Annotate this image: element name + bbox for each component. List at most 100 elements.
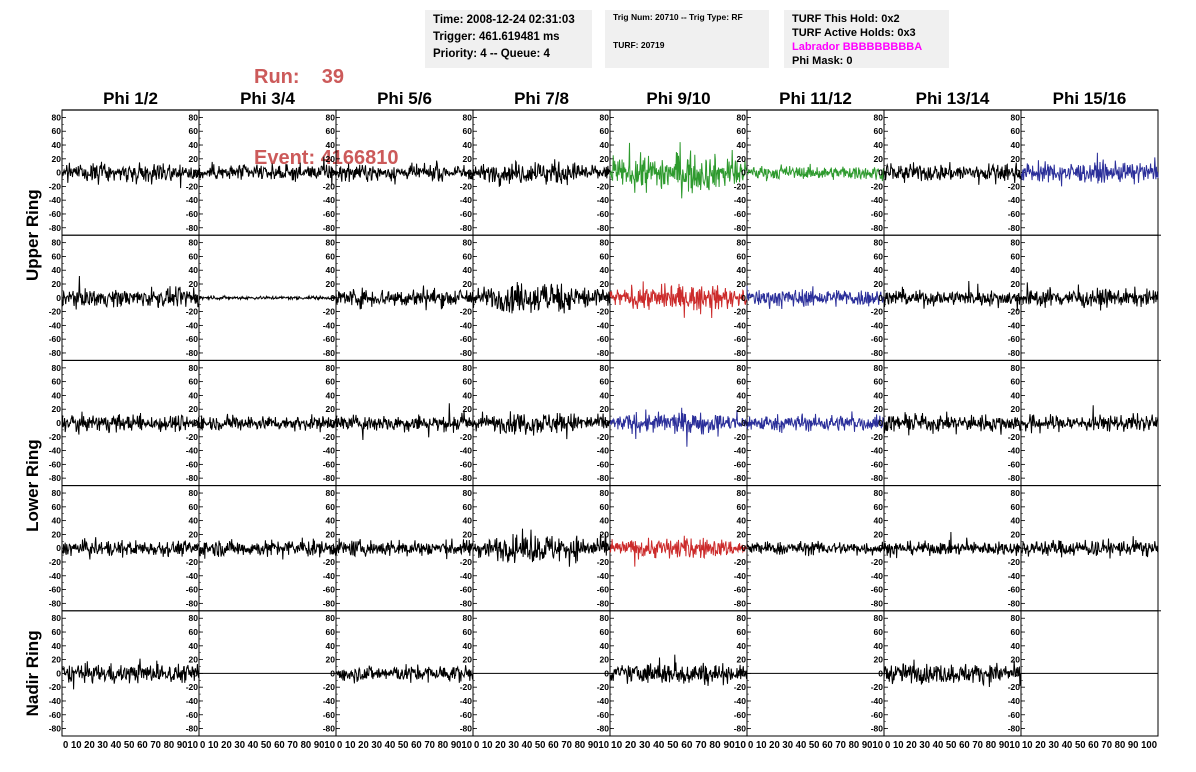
y-tick-label: 80 xyxy=(874,488,884,498)
y-tick-label: -80 xyxy=(460,348,473,358)
trig-num-text: Trig Num: 20710 -- Trig Type: RF xyxy=(613,12,743,22)
y-tick-label: 80 xyxy=(52,363,62,373)
y-tick-label: 20 xyxy=(463,279,473,289)
y-tick-label: 20 xyxy=(189,404,199,414)
y-tick-label: 0 xyxy=(878,668,883,678)
y-tick-label: -80 xyxy=(323,473,336,483)
y-tick-label: -60 xyxy=(734,334,747,344)
y-tick-label: -80 xyxy=(460,473,473,483)
y-tick-label: 40 xyxy=(463,641,473,651)
y-tick-label: -40 xyxy=(323,446,336,456)
y-tick-label: -80 xyxy=(323,223,336,233)
y-tick-label: -80 xyxy=(597,348,610,358)
y-tick-label: -80 xyxy=(871,724,884,734)
y-tick-label: -20 xyxy=(597,181,610,191)
y-tick-label: 20 xyxy=(326,154,336,164)
y-tick-label: -60 xyxy=(871,459,884,469)
y-tick-label: 20 xyxy=(463,404,473,414)
y-tick-label: 40 xyxy=(1011,390,1021,400)
waveform-trace xyxy=(1020,405,1159,434)
y-tick-label: -40 xyxy=(734,571,747,581)
y-tick-label: 20 xyxy=(737,279,747,289)
y-tick-label: -40 xyxy=(186,320,199,330)
y-tick-label: -60 xyxy=(597,585,610,595)
y-tick-label: 0 xyxy=(741,293,746,303)
y-tick-label: 40 xyxy=(600,516,610,526)
y-tick-label: 20 xyxy=(600,529,610,539)
waveform-trace xyxy=(198,156,337,186)
y-tick-label: 80 xyxy=(463,363,473,373)
y-tick-label: -20 xyxy=(323,307,336,317)
y-tick-label: -20 xyxy=(460,432,473,442)
y-tick-label: 60 xyxy=(600,627,610,637)
waveform-trace xyxy=(61,658,200,690)
y-tick-label: 40 xyxy=(189,390,199,400)
y-tick-label: 80 xyxy=(463,613,473,623)
y-tick-label: 60 xyxy=(463,126,473,136)
y-tick-label: 0 xyxy=(193,543,198,553)
y-tick-label: -20 xyxy=(597,682,610,692)
y-tick-label: -60 xyxy=(734,710,747,720)
y-tick-label: -20 xyxy=(186,557,199,567)
y-tick-label: -40 xyxy=(49,696,62,706)
y-tick-label: 60 xyxy=(1011,251,1021,261)
y-tick-label: 20 xyxy=(463,655,473,665)
y-tick-label: 0 xyxy=(193,293,198,303)
y-tick-label: -40 xyxy=(597,320,610,330)
y-tick-label: -40 xyxy=(186,446,199,456)
y-tick-label: -40 xyxy=(323,571,336,581)
waveform-trace xyxy=(61,275,200,310)
y-tick-label: -40 xyxy=(734,195,747,205)
y-tick-label: -20 xyxy=(734,557,747,567)
y-tick-label: 40 xyxy=(326,516,336,526)
y-tick-label: 20 xyxy=(189,529,199,539)
y-tick-label: 20 xyxy=(1011,154,1021,164)
y-tick-label: 60 xyxy=(463,627,473,637)
waveform-trace xyxy=(335,664,474,684)
y-tick-label: 20 xyxy=(189,154,199,164)
y-tick-label: 0 xyxy=(330,293,335,303)
y-tick-label: -80 xyxy=(734,724,747,734)
y-tick-label: 60 xyxy=(737,502,747,512)
waveform-trace xyxy=(472,159,611,187)
y-tick-label: 0 xyxy=(467,168,472,178)
y-tick-label: 80 xyxy=(737,112,747,122)
x-tick-label: 10 20 30 40 50 60 70 80 90 100 xyxy=(1022,740,1157,751)
y-tick-label: 20 xyxy=(326,404,336,414)
y-tick-label: 20 xyxy=(874,529,884,539)
y-tick-label: -80 xyxy=(1008,724,1021,734)
y-tick-label: -40 xyxy=(186,571,199,581)
y-tick-label: -20 xyxy=(597,432,610,442)
y-tick-label: 60 xyxy=(874,251,884,261)
y-tick-label: 20 xyxy=(600,154,610,164)
y-tick-label: 0 xyxy=(56,168,61,178)
waveform-trace xyxy=(746,285,885,310)
y-tick-label: 0 xyxy=(467,418,472,428)
y-tick-label: 20 xyxy=(52,404,62,414)
y-tick-label: -80 xyxy=(597,598,610,608)
y-tick-label: -60 xyxy=(597,710,610,720)
y-tick-label: -20 xyxy=(734,682,747,692)
y-tick-label: 40 xyxy=(874,390,884,400)
y-tick-label: 80 xyxy=(600,363,610,373)
y-tick-label: 40 xyxy=(189,516,199,526)
y-tick-label: 40 xyxy=(1011,516,1021,526)
y-tick-label: -80 xyxy=(597,473,610,483)
y-tick-label: -40 xyxy=(871,446,884,456)
y-tick-label: 80 xyxy=(189,488,199,498)
y-tick-label: 40 xyxy=(52,140,62,150)
run-label: Run: xyxy=(254,66,300,88)
y-tick-label: 80 xyxy=(600,112,610,122)
y-tick-label: -60 xyxy=(323,334,336,344)
y-tick-label: -60 xyxy=(734,209,747,219)
y-tick-label: -40 xyxy=(323,320,336,330)
y-tick-label: 40 xyxy=(600,265,610,275)
y-tick-label: -60 xyxy=(871,710,884,720)
y-tick-label: -60 xyxy=(597,209,610,219)
y-tick-label: 20 xyxy=(52,529,62,539)
y-tick-label: -40 xyxy=(49,446,62,456)
phi-mask-text: Phi Mask: 0 xyxy=(792,55,853,67)
y-tick-label: 80 xyxy=(874,363,884,373)
y-tick-label: 80 xyxy=(463,238,473,248)
y-tick-label: -40 xyxy=(49,195,62,205)
